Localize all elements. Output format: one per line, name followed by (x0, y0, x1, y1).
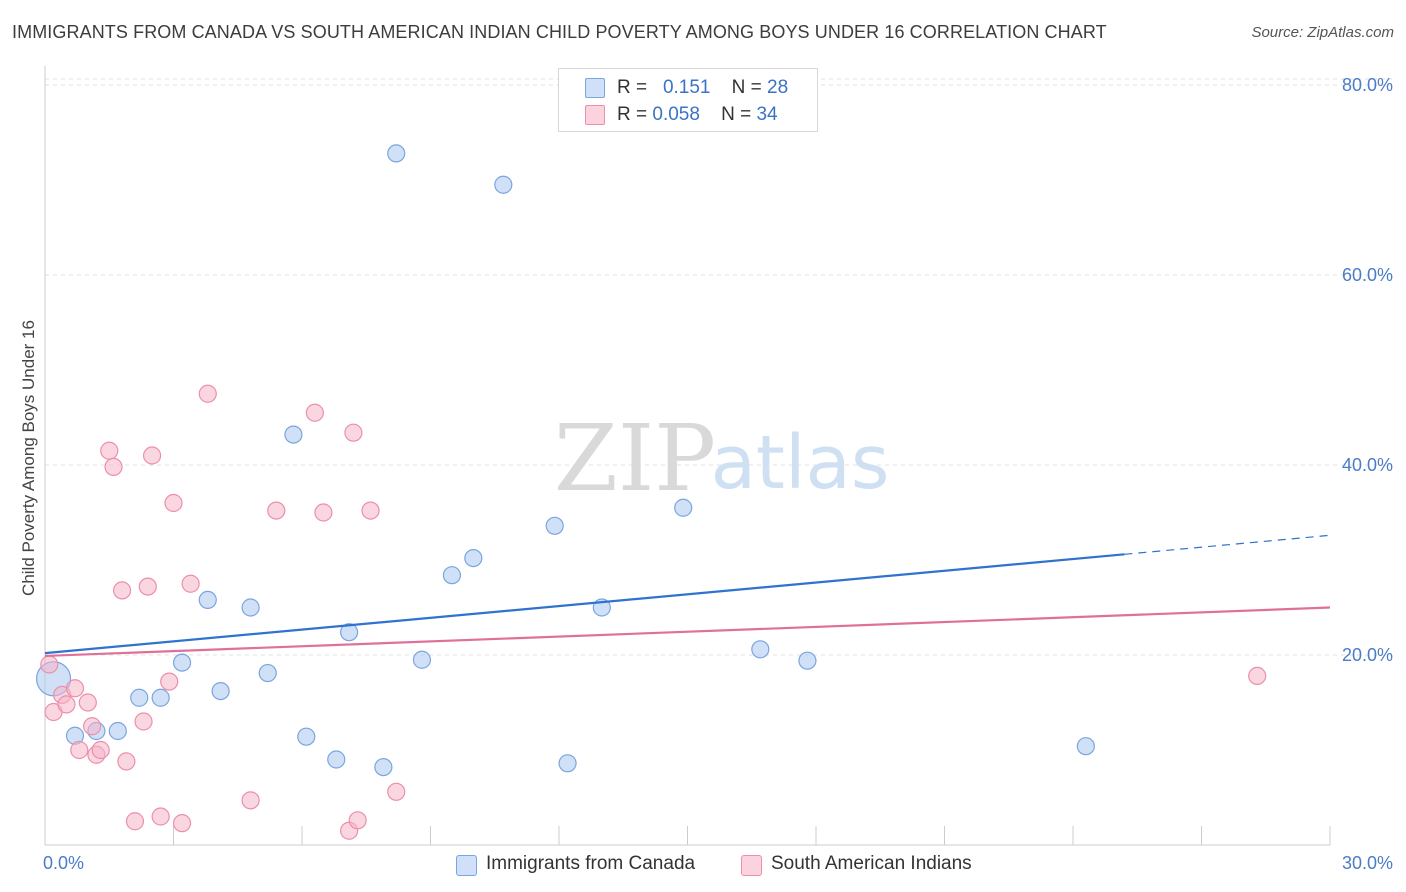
data-point-south-american (100, 441, 119, 460)
data-points (35, 144, 1267, 840)
data-point-south-american (198, 384, 217, 403)
data-point-south-american (267, 501, 286, 520)
data-point-canada (412, 650, 432, 669)
legend-n-label: N = (721, 104, 752, 125)
y-tick-label: 20.0% (1342, 645, 1393, 665)
data-point-canada (442, 566, 462, 585)
data-point-canada (108, 721, 127, 741)
legend-swatch-canada (585, 78, 605, 98)
data-point-south-american (142, 446, 162, 465)
data-point-south-american (151, 807, 170, 826)
watermark-zip: ZIP (554, 405, 716, 512)
trend-line-south-american (44, 606, 1331, 658)
data-point-south-american (181, 574, 200, 593)
data-point-south-american (78, 693, 97, 712)
data-point-canada (558, 754, 577, 773)
data-point-canada (464, 548, 483, 568)
data-point-south-american (70, 740, 89, 760)
data-point-canada (374, 757, 393, 777)
data-point-canada (494, 175, 513, 194)
data-point-canada (751, 640, 770, 659)
data-point-south-american (138, 577, 157, 596)
data-point-canada (1076, 737, 1095, 756)
data-point-canada (258, 663, 277, 683)
y-tick-label: 40.0% (1342, 455, 1393, 475)
source-label: Source: ZipAtlas.com (1251, 24, 1394, 41)
data-point-south-american (241, 791, 260, 810)
bottom-legend-label-south-american: South American Indians (771, 853, 972, 874)
trend-line-canada-extension (1124, 534, 1331, 555)
data-point-south-american (387, 782, 406, 801)
tick-labels: 20.0% 40.0% 60.0% 80.0% 0.0% 30.0% (43, 75, 1393, 873)
data-point-south-american (40, 655, 59, 674)
data-point-canada (387, 144, 406, 163)
data-point-canada (211, 681, 230, 701)
data-point-canada (798, 651, 817, 670)
legend-n-label: N = (731, 77, 762, 98)
data-point-south-american (348, 811, 367, 830)
bottom-legend-swatch-south-american (741, 855, 762, 876)
legend-r-value: 0.058 (652, 104, 700, 125)
bottom-legend-swatch-canada (456, 855, 477, 876)
data-point-canada (327, 750, 346, 769)
data-point-canada (172, 653, 192, 672)
correlation-legend: R = 0.151 N = 28 R = 0.058 N = 34 (558, 68, 818, 132)
data-point-south-american (57, 695, 76, 714)
gridlines (45, 78, 1392, 656)
data-point-south-american (314, 503, 333, 522)
trend-lines (44, 534, 1331, 658)
legend-r-label: R = (617, 77, 648, 98)
data-point-canada (198, 590, 217, 610)
data-point-south-american (104, 457, 123, 476)
watermark-atlas: atlas (711, 420, 890, 506)
data-point-canada (674, 498, 693, 517)
data-point-south-american (117, 752, 136, 771)
data-point-south-american (361, 501, 380, 520)
data-point-south-american (172, 814, 192, 833)
data-point-canada (545, 516, 564, 535)
data-point-canada (151, 688, 170, 707)
data-point-south-american (344, 423, 363, 442)
x-tick-label: 30.0% (1342, 853, 1393, 873)
trend-line-canada (44, 553, 1125, 655)
data-point-canada (297, 727, 316, 746)
data-point-south-american (305, 403, 324, 422)
data-point-south-american (125, 812, 145, 831)
x-tick-label: 0.0% (43, 853, 84, 873)
data-point-south-american (112, 581, 132, 600)
data-point-south-american (134, 712, 153, 731)
legend-n-value: 34 (756, 104, 778, 125)
chart-title: IMMIGRANTS FROM CANADA VS SOUTH AMERICAN… (12, 22, 1107, 42)
y-tick-label: 60.0% (1342, 265, 1393, 285)
data-point-south-american (65, 679, 85, 698)
data-point-south-american (160, 672, 179, 691)
legend-swatch-south-american (585, 105, 605, 125)
data-point-south-american (83, 717, 102, 736)
data-point-canada (284, 425, 303, 444)
y-tick-label: 80.0% (1342, 75, 1393, 95)
legend-r-label: R = (617, 104, 648, 125)
bottom-legend-label-canada: Immigrants from Canada (486, 853, 696, 874)
legend-r-value: 0.151 (662, 77, 711, 98)
data-point-canada (130, 688, 149, 707)
data-point-canada (340, 623, 359, 642)
data-point-south-american (1248, 666, 1267, 686)
data-point-south-american (91, 740, 110, 760)
axes (44, 66, 1331, 846)
legend-n-value: 28 (767, 77, 789, 98)
data-point-canada (241, 598, 260, 617)
watermark: ZIP atlas (554, 405, 890, 512)
data-point-south-american (164, 493, 183, 513)
y-axis-label: Child Poverty Among Boys Under 16 (19, 320, 38, 596)
